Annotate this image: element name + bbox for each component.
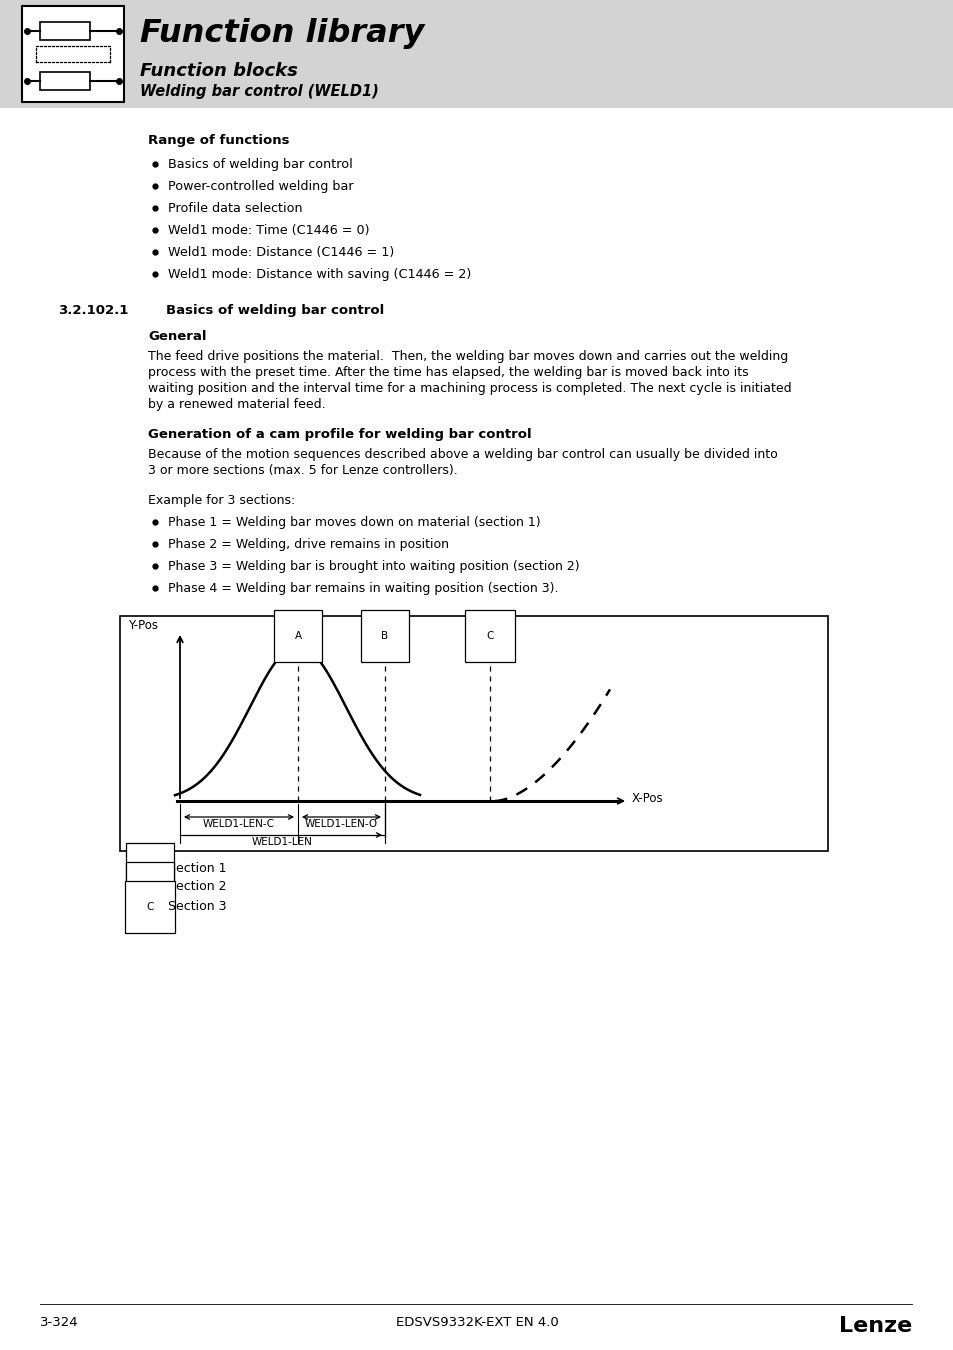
Text: WELD1-LEN-O: WELD1-LEN-O xyxy=(305,819,377,829)
Text: Function blocks: Function blocks xyxy=(140,62,297,80)
Text: Section 1: Section 1 xyxy=(168,861,226,875)
Text: Because of the motion sequences described above a welding bar control can usuall: Because of the motion sequences describe… xyxy=(148,448,777,460)
Text: Weld1 mode: Distance with saving (C1446 = 2): Weld1 mode: Distance with saving (C1446 … xyxy=(168,269,471,281)
Text: Generation of a cam profile for welding bar control: Generation of a cam profile for welding … xyxy=(148,428,531,441)
Bar xyxy=(120,616,827,850)
Text: Section 3: Section 3 xyxy=(168,899,226,913)
Text: by a renewed material feed.: by a renewed material feed. xyxy=(148,398,325,410)
Text: Welding bar control (WELD1): Welding bar control (WELD1) xyxy=(140,84,378,99)
Text: C: C xyxy=(486,630,493,641)
Text: Section 2: Section 2 xyxy=(168,880,226,894)
Text: Power-controlled welding bar: Power-controlled welding bar xyxy=(168,180,354,193)
Text: General: General xyxy=(148,329,206,343)
Text: Function library: Function library xyxy=(140,18,424,49)
Text: waiting position and the interval time for a machining process is completed. The: waiting position and the interval time f… xyxy=(148,382,791,396)
Text: C: C xyxy=(146,902,153,913)
Text: WELD1-LEN: WELD1-LEN xyxy=(252,837,313,846)
Text: Weld1 mode: Distance (C1446 = 1): Weld1 mode: Distance (C1446 = 1) xyxy=(168,246,394,259)
Text: X-Pos: X-Pos xyxy=(631,792,663,806)
Text: Y-Pos: Y-Pos xyxy=(128,620,158,632)
Bar xyxy=(40,22,90,40)
Text: Profile data selection: Profile data selection xyxy=(168,202,302,215)
Text: 3 or more sections (max. 5 for Lenze controllers).: 3 or more sections (max. 5 for Lenze con… xyxy=(148,464,457,477)
Text: Phase 3 = Welding bar is brought into waiting position (section 2): Phase 3 = Welding bar is brought into wa… xyxy=(168,560,579,572)
Text: The feed drive positions the material.  Then, the welding bar moves down and car: The feed drive positions the material. T… xyxy=(148,350,787,363)
Text: Phase 4 = Welding bar remains in waiting position (section 3).: Phase 4 = Welding bar remains in waiting… xyxy=(168,582,558,595)
Text: WELD1-LEN-C: WELD1-LEN-C xyxy=(203,819,274,829)
Bar xyxy=(22,5,124,103)
Text: Weld1 mode: Time (C1446 = 0): Weld1 mode: Time (C1446 = 0) xyxy=(168,224,369,238)
Text: A: A xyxy=(294,630,301,641)
Text: Range of functions: Range of functions xyxy=(148,134,289,147)
Text: Phase 1 = Welding bar moves down on material (section 1): Phase 1 = Welding bar moves down on mate… xyxy=(168,516,540,529)
Text: 3-324: 3-324 xyxy=(40,1316,78,1328)
Text: EDSVS9332K-EXT EN 4.0: EDSVS9332K-EXT EN 4.0 xyxy=(395,1316,558,1328)
Text: Basics of welding bar control: Basics of welding bar control xyxy=(166,304,384,317)
Text: B: B xyxy=(146,883,153,892)
Bar xyxy=(40,72,90,90)
Text: Phase 2 = Welding, drive remains in position: Phase 2 = Welding, drive remains in posi… xyxy=(168,539,449,551)
Text: process with the preset time. After the time has elapsed, the welding bar is mov: process with the preset time. After the … xyxy=(148,366,748,379)
Text: Lenze: Lenze xyxy=(838,1316,911,1336)
Text: Basics of welding bar control: Basics of welding bar control xyxy=(168,158,353,171)
Text: A: A xyxy=(146,864,153,873)
Bar xyxy=(0,0,953,108)
Text: Example for 3 sections:: Example for 3 sections: xyxy=(148,494,294,508)
Text: 3.2.102.1: 3.2.102.1 xyxy=(58,304,129,317)
Text: B: B xyxy=(381,630,388,641)
